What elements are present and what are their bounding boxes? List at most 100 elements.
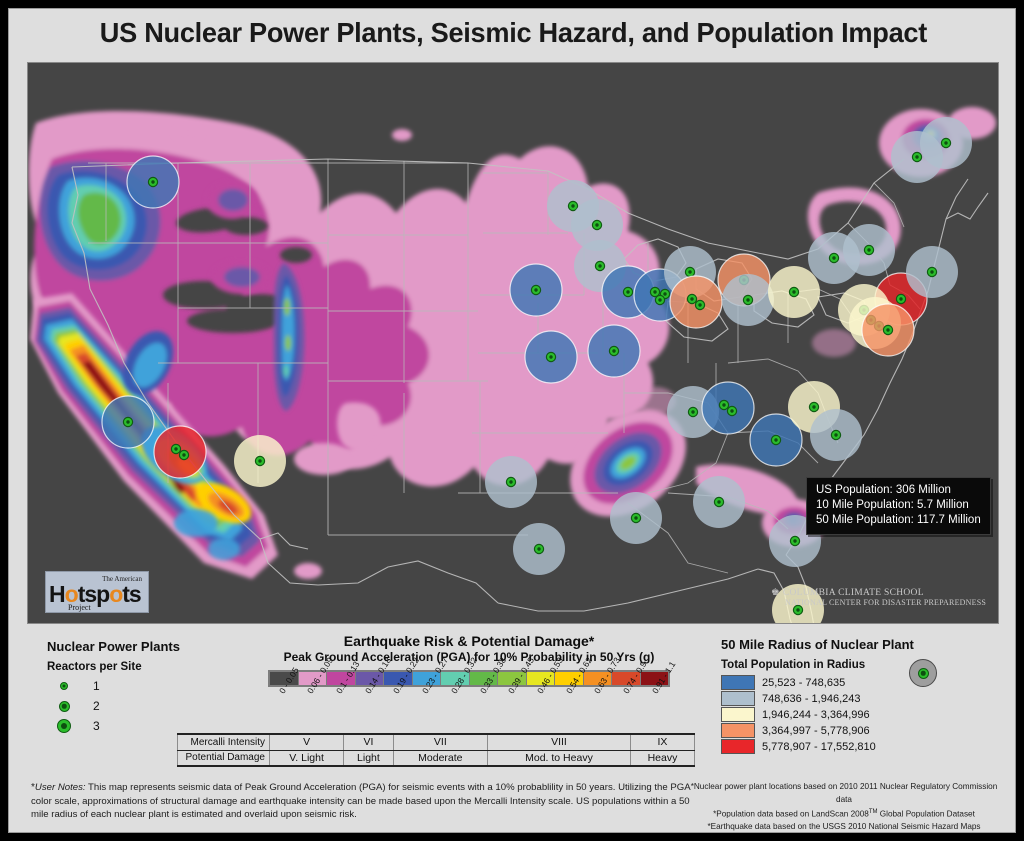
nuclear-plant-marker[interactable] xyxy=(153,425,207,479)
reactor-dot-icon xyxy=(47,682,81,690)
reactor-dot-core xyxy=(722,403,726,407)
population-summary-box: US Population: 306 Million 10 Mile Popul… xyxy=(806,477,991,535)
logo-sub-text: Project xyxy=(68,603,91,612)
reactor-count-row: 2 xyxy=(47,699,237,713)
seismic-hazard-map[interactable] xyxy=(28,63,999,624)
nuclear-plant-marker[interactable] xyxy=(906,246,958,298)
nuclear-plant-marker[interactable] xyxy=(234,435,286,487)
reactor-count-label: 1 xyxy=(93,679,100,693)
reactor-dot-core xyxy=(174,447,178,451)
nuclear-plant-marker[interactable] xyxy=(101,395,155,449)
pga-swatch xyxy=(384,672,413,685)
pga-swatch xyxy=(298,672,327,685)
radius-sample-icon xyxy=(909,659,937,687)
reactor-dot-core xyxy=(717,500,721,504)
reactor-dot-core xyxy=(834,433,838,437)
potential-damage-cell: Heavy xyxy=(629,749,696,767)
source-note-3: *Earthquake data based on the USGS 2010 … xyxy=(707,822,981,832)
ten-mile-population-line: 10 Mile Population: 5.7 Million xyxy=(816,499,969,511)
nuclear-plant-marker[interactable] xyxy=(509,263,563,317)
reactor-count-row: 1 xyxy=(47,679,237,693)
nuclear-plant-marker[interactable] xyxy=(485,456,537,508)
poster-inner: US Nuclear Power Plants, Seismic Hazard,… xyxy=(8,8,1016,833)
potential-damage-cell: Light xyxy=(343,749,394,767)
reactor-dot-core xyxy=(688,270,692,274)
population-class-label: 25,523 - 748,635 xyxy=(762,676,846,689)
reactor-dot-core xyxy=(126,420,130,424)
npp-subheading: Reactors per Site xyxy=(47,661,142,673)
reactor-dot-icon xyxy=(917,667,929,679)
nuclear-plant-marker[interactable] xyxy=(610,492,662,544)
reactor-dot-core xyxy=(634,516,638,520)
pga-swatch xyxy=(640,672,668,685)
nuclear-plant-marker[interactable] xyxy=(571,199,623,251)
nuclear-plant-marker[interactable] xyxy=(669,275,723,329)
reactors-per-site-list: 1 2 3 xyxy=(47,679,237,733)
nuclear-plant-marker[interactable] xyxy=(843,224,895,276)
reactor-dot-core xyxy=(691,410,695,414)
pga-swatch xyxy=(327,672,356,685)
reactor-dot-core xyxy=(930,270,934,274)
reactor-dot-core xyxy=(663,292,667,296)
reactor-dot-core xyxy=(571,204,575,208)
reactor-dot-core xyxy=(653,290,657,294)
reactor-dot-core xyxy=(812,405,816,409)
reactor-dot-core xyxy=(549,355,553,359)
population-legend: 50 Mile Radius of Nuclear Plant Total Po… xyxy=(721,637,937,754)
nuclear-plant-marker[interactable] xyxy=(772,584,824,624)
population-class-swatch xyxy=(721,691,755,706)
title-bar: US Nuclear Power Plants, Seismic Hazard,… xyxy=(9,9,1017,57)
nuclear-plant-marker[interactable] xyxy=(693,476,745,528)
pga-color-ramp xyxy=(268,670,670,687)
notes-asterisk: * xyxy=(31,782,35,793)
population-class-swatch xyxy=(721,707,755,722)
mercalli-intensity-cell: IX xyxy=(629,733,696,751)
population-heading: 50 Mile Radius of Nuclear Plant xyxy=(721,637,914,652)
reactor-dot-core xyxy=(537,547,541,551)
population-subheading: Total Population in Radius xyxy=(721,659,866,671)
fifty-mile-population-line: 50 Mile Population: 117.7 Million xyxy=(816,514,981,526)
reactor-dot-core xyxy=(595,223,599,227)
nuclear-plant-marker[interactable] xyxy=(891,131,943,183)
pga-swatch xyxy=(498,672,527,685)
columbia-line1: ♚ COLUMBIA CLIMATE SCHOOL xyxy=(771,588,924,598)
nuclear-plant-marker[interactable] xyxy=(749,413,803,467)
plant-markers-layer[interactable] xyxy=(101,117,972,624)
reactor-dot-core xyxy=(626,290,630,294)
pga-title: Earthquake Risk & Potential Damage* xyxy=(343,633,595,649)
page-title: US Nuclear Power Plants, Seismic Hazard,… xyxy=(99,17,927,48)
pga-swatch xyxy=(469,672,498,685)
mercalli-table: Mercalli Intensity V VI VII VIII IX Potentia… xyxy=(177,733,696,767)
nuclear-plant-marker[interactable] xyxy=(701,381,755,435)
reactor-dot-core xyxy=(774,438,778,442)
potential-damage-cell: Moderate xyxy=(392,749,489,767)
nuclear-plant-marker[interactable] xyxy=(524,330,578,384)
pga-swatch xyxy=(441,672,470,685)
reactor-dot-core xyxy=(886,328,890,332)
reactor-dot-icon xyxy=(47,700,81,712)
reactor-dot-core xyxy=(612,349,616,353)
nuclear-plant-marker[interactable] xyxy=(513,523,565,575)
mercalli-intensity-cell: V xyxy=(268,733,345,751)
nuclear-plant-marker[interactable] xyxy=(126,155,180,209)
source-note-1: *Nuclear power plant locations based on … xyxy=(690,782,998,804)
nuclear-plant-marker[interactable] xyxy=(722,274,774,326)
columbia-line2: NATIONAL CENTER FOR DISASTER PREPAREDNES… xyxy=(785,598,986,607)
nuclear-plant-marker[interactable] xyxy=(768,266,820,318)
mercalli-intensity-cell: VIII xyxy=(487,733,631,751)
potential-damage-label: Potential Damage xyxy=(177,749,270,767)
user-notes: *User Notes: This map represents seismic… xyxy=(31,781,691,822)
nuclear-plant-marker[interactable] xyxy=(810,409,862,461)
nuclear-plant-marker[interactable] xyxy=(861,303,915,357)
reactor-dot-core xyxy=(793,539,797,543)
table-row: Potential Damage V. Light Light Moderate Mo… xyxy=(177,749,696,767)
mercalli-intensity-label: Mercalli Intensity xyxy=(177,733,270,751)
logo-main-text: Hotspots xyxy=(49,581,142,607)
nuclear-plant-marker[interactable] xyxy=(587,324,641,378)
map-container[interactable]: US Population: 306 Million 10 Mile Popul… xyxy=(27,62,999,624)
reactor-dot-core xyxy=(796,608,800,612)
reactor-dot-icon xyxy=(47,719,81,733)
us-population-line: US Population: 306 Million xyxy=(816,484,951,496)
population-class-label: 748,636 - 1,946,243 xyxy=(762,692,861,705)
